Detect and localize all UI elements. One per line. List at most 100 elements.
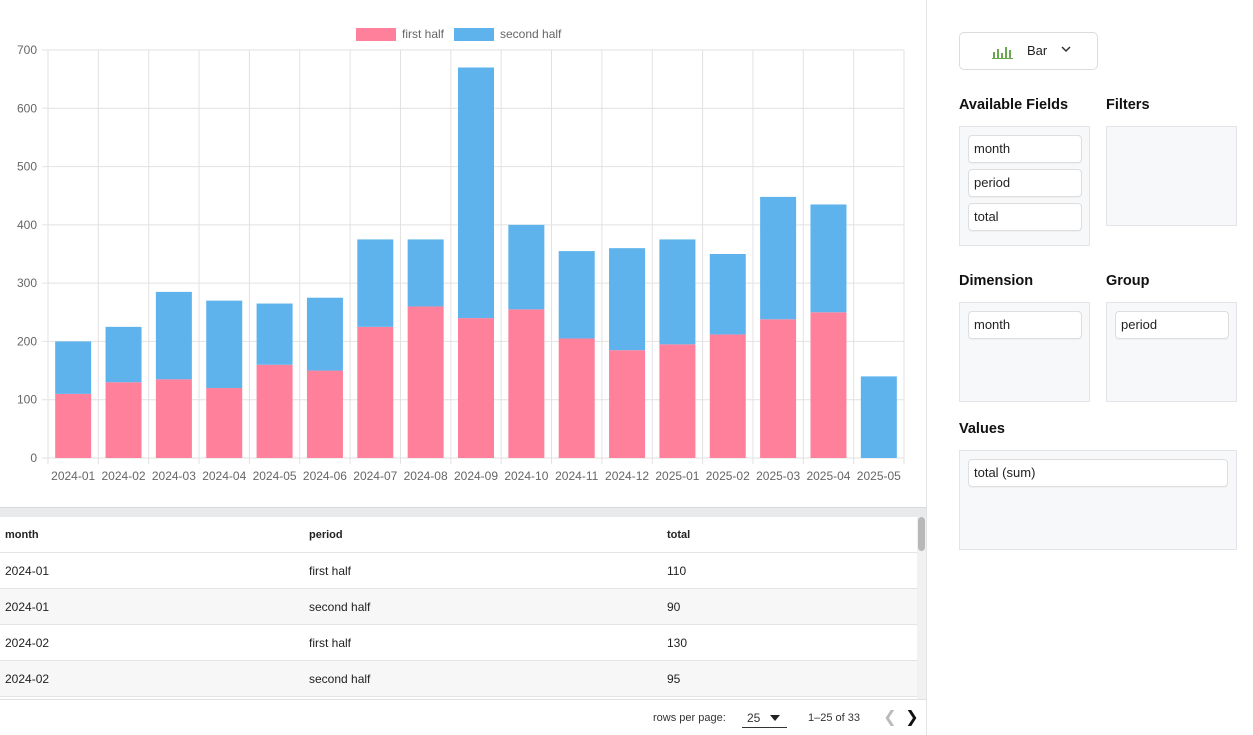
config-panel: Bar Available Fields Filters month perio… [926, 0, 1253, 735]
bar-first-half-2025-03 [760, 319, 797, 458]
group-chip-period[interactable]: period [1115, 311, 1229, 339]
bar-second-half-2024-05 [256, 303, 293, 365]
bar-second-half-2024-07 [357, 239, 394, 327]
table-row[interactable]: 2024-02 first half 130 [0, 625, 917, 661]
chevron-down-icon [1061, 46, 1071, 53]
group-title: Group [1106, 273, 1150, 289]
table-cell: first half [309, 636, 352, 650]
x-tick-label: 2024-08 [404, 469, 448, 483]
table-row[interactable]: 2024-01 second half 90 [0, 589, 917, 625]
chevron-right-icon[interactable]: ❯ [905, 709, 919, 726]
available-fields-title: Available Fields [959, 97, 1069, 113]
bar-chart: 0 100 200 300 400 500 600 700 2024-01 2024-02 2024… [17, 27, 905, 483]
caret-down-icon [770, 715, 780, 721]
dimension-chip-month[interactable]: month [968, 311, 1082, 339]
bar-first-half-2024-09 [458, 318, 494, 458]
column-header-period[interactable]: period [309, 529, 343, 541]
main-area: 0 100 200 300 400 500 600 700 2024-01 2024-02 2024… [0, 27, 926, 735]
scrollbar-thumb[interactable] [918, 517, 925, 551]
bar-first-half-2024-08 [407, 306, 444, 458]
bar-first-half-2024-07 [357, 326, 394, 458]
table-row[interactable]: 2024-02 second half 95 [0, 661, 917, 697]
bar-second-half-2025-03 [760, 196, 797, 320]
chart-area: 0 100 200 300 400 500 600 700 2024-01 2024-02 2024… [17, 27, 905, 483]
legend-swatch-first-half [356, 28, 396, 41]
value-chip-total-sum[interactable]: total (sum) [968, 459, 1228, 487]
x-tick-label: 2024-04 [202, 469, 246, 483]
x-tick-label: 2024-02 [102, 469, 146, 483]
column-header-month[interactable]: month [5, 529, 39, 541]
bar-first-half-2024-02 [105, 382, 142, 458]
bar-second-half-2024-04 [206, 300, 243, 389]
field-chip-period[interactable]: period [968, 169, 1082, 197]
field-chip-total[interactable]: total [968, 203, 1082, 231]
bar-first-half-2024-11 [558, 338, 595, 458]
y-tick-label: 500 [17, 160, 37, 174]
legend-label-second-half: second half [500, 27, 562, 41]
x-tick-label: 2024-06 [303, 469, 347, 483]
chart-type-label: Bar [1027, 43, 1048, 58]
bar-second-half-2024-03 [155, 291, 192, 380]
column-header-total[interactable]: total [667, 529, 691, 541]
table-row[interactable]: 2024-01 first half 110 [0, 553, 917, 589]
x-tick-label: 2024-05 [253, 469, 297, 483]
y-tick-label: 300 [17, 276, 37, 290]
available-fields-dropzone[interactable]: month period total [959, 126, 1090, 246]
table-header-row: month period total [0, 517, 917, 553]
y-tick-label: 0 [30, 451, 37, 465]
bar-first-half-2025-01 [659, 344, 696, 458]
filters-dropzone[interactable] [1106, 126, 1237, 226]
y-tick-label: 200 [17, 334, 37, 348]
table-cell: 110 [667, 564, 687, 578]
dimension-title: Dimension [959, 273, 1034, 289]
bar-second-half-2025-02 [709, 254, 746, 335]
table-cell: 95 [667, 672, 681, 686]
chart-type-select[interactable]: Bar [959, 32, 1098, 70]
bar-first-half-2024-05 [256, 364, 293, 458]
bar-second-half-2024-02 [105, 326, 142, 383]
x-tick-label: 2024-01 [51, 469, 95, 483]
filters-title: Filters [1106, 97, 1150, 113]
resize-splitter[interactable] [0, 507, 926, 517]
field-chip-month[interactable]: month [968, 135, 1082, 163]
x-tick-label: 2024-03 [152, 469, 196, 483]
bar-second-half-2025-01 [659, 239, 696, 345]
table-cell: 2024-01 [5, 600, 50, 614]
data-table: month period total 2024-01 first half 11… [0, 517, 926, 699]
y-tick-label: 400 [17, 218, 37, 232]
bar-chart-icon [992, 47, 1013, 59]
x-tick-label: 2025-05 [857, 469, 901, 483]
rows-per-page-select[interactable]: 25 [742, 708, 787, 728]
legend-label-first-half: first half [402, 27, 445, 41]
x-tick-label: 2024-07 [353, 469, 397, 483]
bar-first-half-2024-06 [306, 370, 343, 458]
pagination-bar: rows per page: 25 1–25 of 33 ❮ ❯ [0, 699, 926, 735]
x-tick-label: 2025-02 [706, 469, 750, 483]
group-dropzone[interactable]: period [1106, 302, 1237, 402]
bar-second-half-2024-11 [558, 251, 595, 339]
table-cell: second half [309, 600, 371, 614]
bar-first-half-2024-12 [609, 350, 646, 458]
bar-first-half-2024-04 [206, 388, 243, 458]
bar-second-half-2024-06 [306, 297, 343, 371]
bar-second-half-2024-01 [55, 341, 92, 394]
x-tick-label: 2024-12 [605, 469, 649, 483]
table-cell: 90 [667, 600, 681, 614]
values-dropzone[interactable]: total (sum) [959, 450, 1237, 550]
x-tick-label: 2024-09 [454, 469, 498, 483]
dimension-dropzone[interactable]: month [959, 302, 1090, 402]
rows-per-page-value: 25 [747, 711, 761, 725]
y-tick-label: 100 [17, 393, 37, 407]
x-tick-label: 2025-04 [806, 469, 850, 483]
values-title: Values [959, 421, 1005, 437]
chevron-left-icon[interactable]: ❮ [883, 709, 897, 726]
x-tick-label: 2025-01 [655, 469, 699, 483]
x-tick-label: 2024-11 [555, 469, 598, 483]
table-cell: 2024-02 [5, 672, 50, 686]
table-scrollbar[interactable] [917, 517, 926, 699]
legend-swatch-second-half [454, 28, 494, 41]
bar-second-half-2024-10 [508, 224, 545, 310]
rows-per-page-label: rows per page: [653, 712, 726, 724]
bar-second-half-2024-09 [458, 67, 494, 319]
